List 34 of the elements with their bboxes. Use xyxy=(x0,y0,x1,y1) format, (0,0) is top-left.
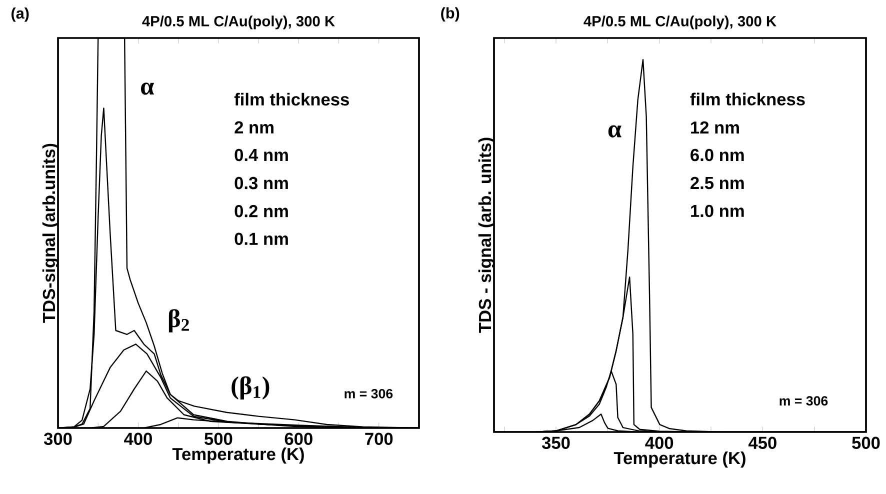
annotation: 2.5 nm xyxy=(690,176,744,190)
annotation: film thickness xyxy=(690,92,805,106)
x-tick-label: 450 xyxy=(748,436,776,449)
x-tick-label: 400 xyxy=(124,432,152,445)
chart-title: 4P/0.5 ML C/Au(poly), 300 K xyxy=(584,16,776,30)
annotation: 0.4 nm xyxy=(234,148,288,162)
annotation: 12 nm xyxy=(691,121,739,134)
x-tick-label: 500 xyxy=(852,436,880,449)
x-axis-title: Temperature (K) xyxy=(614,451,746,468)
x-tick-label: 400 xyxy=(645,436,674,449)
x-tick-label: 300 xyxy=(44,432,72,445)
x-tick-label: 700 xyxy=(365,432,393,445)
x-tick-label: 500 xyxy=(204,432,232,445)
annotation: m = 306 xyxy=(780,396,828,406)
text: (b) xyxy=(441,7,460,22)
annotation: 0.1 nm xyxy=(234,232,288,245)
y-axis-title: TDS-signal (arb.units) xyxy=(42,144,59,323)
y-axis-title: TDS - signal (arb. units) xyxy=(478,138,495,333)
annotation: β$_{2}$ xyxy=(168,309,189,332)
x-axis-title: Temperature (K) xyxy=(172,447,304,464)
x-tick-label: 600 xyxy=(284,432,312,445)
annotation: α xyxy=(141,82,154,95)
annotation: 6.0 nm xyxy=(690,148,744,162)
annotation: (β$_{1}$) xyxy=(232,376,270,400)
chart-title: 4P/0.5 ML C/Au(poly), 300 K xyxy=(142,16,335,30)
annotation: 2 nm xyxy=(234,121,274,134)
annotation: 0.3 nm xyxy=(234,176,288,190)
text: (a) xyxy=(12,7,29,22)
annotation: 0.2 nm xyxy=(234,205,288,218)
annotation: α xyxy=(608,125,622,138)
x-tick-label: 350 xyxy=(542,436,570,450)
annotation: 1.0 nm xyxy=(691,204,744,218)
annotation: film thickness xyxy=(234,92,349,106)
annotation: m = 306 xyxy=(344,388,393,398)
